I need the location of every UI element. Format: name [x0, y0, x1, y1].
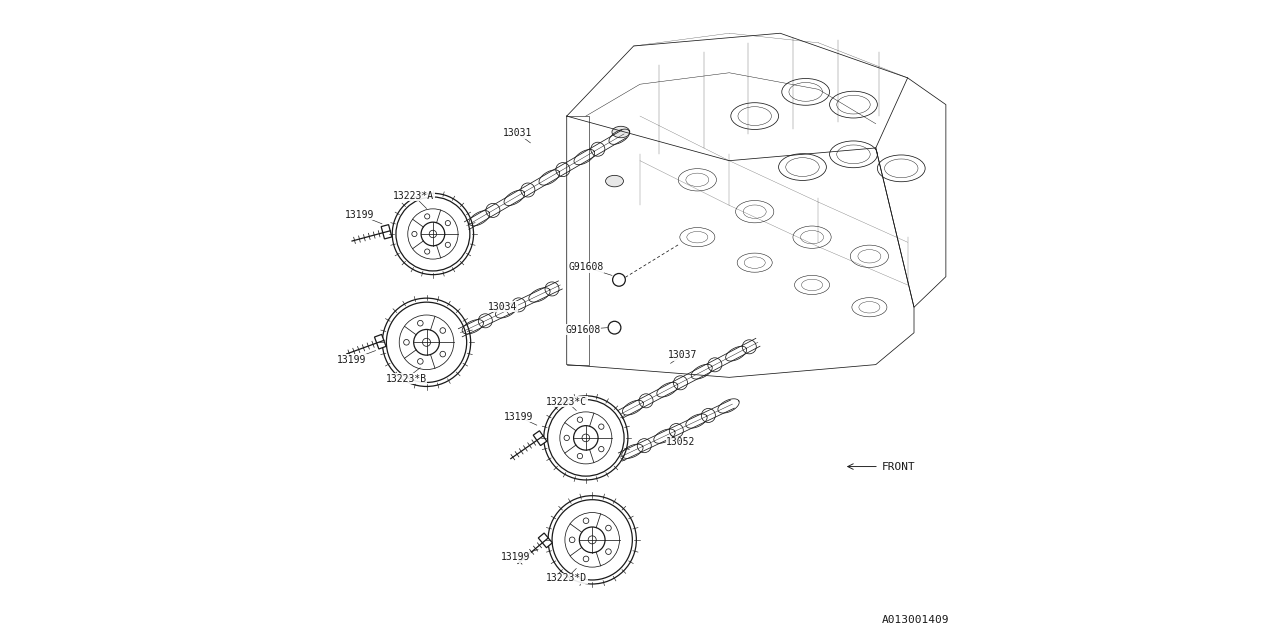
Circle shape — [742, 340, 756, 354]
Text: 13223*B: 13223*B — [385, 374, 426, 383]
Circle shape — [486, 204, 500, 218]
Circle shape — [417, 321, 424, 326]
Circle shape — [584, 518, 589, 524]
Text: A013001409: A013001409 — [882, 614, 948, 625]
Circle shape — [425, 214, 430, 219]
Text: FRONT: FRONT — [882, 461, 916, 472]
Text: 13199: 13199 — [338, 355, 366, 365]
Text: 13034: 13034 — [488, 301, 517, 312]
Polygon shape — [534, 431, 547, 445]
Circle shape — [440, 351, 445, 357]
Circle shape — [637, 438, 652, 452]
Circle shape — [591, 142, 605, 156]
Circle shape — [440, 328, 445, 333]
Circle shape — [417, 358, 424, 364]
Circle shape — [582, 434, 590, 442]
Circle shape — [564, 435, 570, 440]
Circle shape — [512, 298, 526, 312]
Polygon shape — [381, 225, 392, 239]
Circle shape — [552, 500, 632, 580]
Text: G91608: G91608 — [564, 324, 600, 335]
Circle shape — [445, 221, 451, 226]
Circle shape — [403, 339, 410, 345]
Text: 13199: 13199 — [344, 210, 374, 220]
Circle shape — [479, 314, 493, 328]
Circle shape — [556, 163, 570, 177]
Circle shape — [570, 537, 575, 543]
Circle shape — [545, 282, 559, 296]
Circle shape — [584, 556, 589, 562]
Text: 13223*A: 13223*A — [393, 191, 434, 201]
Text: 13052: 13052 — [666, 437, 695, 447]
Circle shape — [396, 197, 470, 271]
Circle shape — [577, 453, 582, 459]
Circle shape — [669, 424, 684, 438]
Text: 13223*C: 13223*C — [547, 397, 588, 406]
Circle shape — [425, 249, 430, 254]
Circle shape — [708, 358, 722, 372]
Text: 13031: 13031 — [503, 128, 532, 138]
Circle shape — [548, 399, 625, 476]
Circle shape — [387, 302, 467, 383]
Text: G91608: G91608 — [568, 262, 603, 272]
Polygon shape — [539, 533, 553, 548]
Circle shape — [589, 536, 596, 544]
Circle shape — [639, 394, 653, 408]
Text: 13223*D: 13223*D — [547, 573, 588, 583]
Circle shape — [673, 376, 687, 390]
Circle shape — [521, 183, 535, 197]
Circle shape — [605, 549, 612, 554]
Circle shape — [429, 230, 436, 237]
Circle shape — [422, 339, 430, 346]
Circle shape — [412, 232, 417, 237]
Circle shape — [599, 447, 604, 452]
Ellipse shape — [612, 126, 630, 138]
Circle shape — [701, 408, 716, 422]
Circle shape — [445, 243, 451, 248]
Text: 13199: 13199 — [500, 552, 530, 562]
Ellipse shape — [605, 175, 623, 187]
Polygon shape — [375, 335, 387, 349]
Text: 13199: 13199 — [504, 412, 534, 422]
Circle shape — [599, 424, 604, 429]
Circle shape — [605, 525, 612, 531]
Circle shape — [577, 417, 582, 422]
Text: 13037: 13037 — [668, 350, 698, 360]
